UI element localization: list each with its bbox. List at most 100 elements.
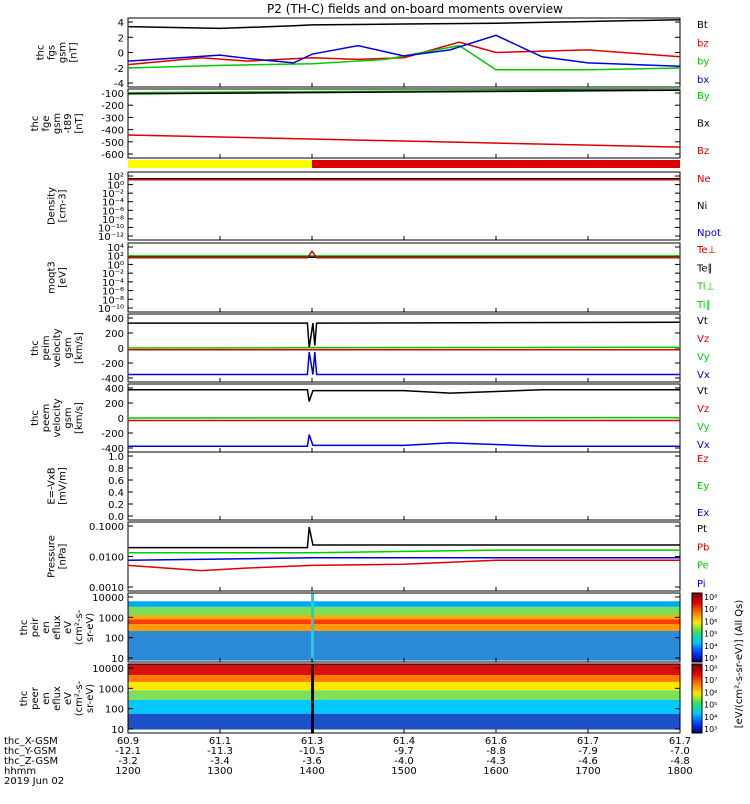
y-axis-label: thcfgegsm-t89[nT] bbox=[30, 113, 85, 134]
y-axis-label-line: gsm bbox=[58, 42, 69, 63]
y-axis-label-line: peir bbox=[30, 617, 41, 637]
y-axis-label-line: fgs bbox=[47, 45, 58, 60]
x-tick-label: 1600 bbox=[483, 766, 508, 777]
series-vx-line bbox=[128, 352, 680, 374]
legend-pe: Pe bbox=[697, 561, 709, 572]
series-bz-line bbox=[128, 42, 680, 65]
spectrogram-band bbox=[128, 601, 680, 607]
y-tick-label: 1000 bbox=[99, 613, 124, 624]
panel-10: 10000100010010thcpeerenefluxeV(cm²-s-sr-… bbox=[19, 664, 680, 736]
y-axis-label-line: eflux bbox=[52, 686, 63, 711]
legend-vx: Vx bbox=[697, 370, 710, 381]
x-row-label: 2019 Jun 02 bbox=[4, 776, 64, 787]
x-tick-label: 1200 bbox=[115, 766, 140, 777]
panel-frame bbox=[128, 452, 680, 520]
spectrogram-band bbox=[128, 615, 680, 619]
y-tick-label: -100 bbox=[101, 89, 124, 100]
y-tick-label: 0 bbox=[118, 414, 124, 425]
y-axis-label-line: gsm bbox=[52, 113, 63, 134]
y-axis-label-line: [km/s] bbox=[74, 402, 85, 434]
y-axis-label-line: moqt3 bbox=[47, 261, 58, 294]
y-axis-label-line: -t89 bbox=[63, 113, 74, 133]
series-vt-line bbox=[128, 322, 680, 348]
y-tick-label: 0 bbox=[118, 49, 124, 60]
panel-5: 4002000-200-400thcpeimvelocitygsm[km/s]V… bbox=[30, 314, 710, 385]
y-axis-label-line: eV bbox=[63, 692, 74, 705]
y-tick-label: -2 bbox=[114, 64, 124, 75]
y-axis-label: thcpeimvelocitygsm[km/s] bbox=[30, 328, 85, 367]
y-axis-label-line: [cm-3] bbox=[58, 189, 69, 222]
y-axis-label-line: gsm bbox=[63, 407, 74, 428]
y-axis-label-line: sr-eV) bbox=[85, 684, 96, 713]
series-pt-line bbox=[128, 527, 680, 548]
y-axis-label-line: (cm²-s- bbox=[74, 609, 85, 645]
legend-ti∥: Ti∥ bbox=[696, 300, 711, 311]
colorbar bbox=[692, 664, 702, 733]
spectrogram-band bbox=[128, 700, 680, 714]
y-axis-label-line: Pressure bbox=[47, 535, 58, 578]
y-axis-label-line: [eV] bbox=[58, 267, 69, 288]
legend-ex: Ex bbox=[697, 508, 709, 519]
y-tick-label: 100 bbox=[105, 705, 124, 716]
series-vy-line bbox=[128, 347, 680, 348]
colorbar-tick-label: 10⁵ bbox=[704, 630, 717, 639]
legend-bz: Bz bbox=[697, 146, 709, 157]
y-axis-label-line: peem bbox=[41, 404, 52, 432]
y-tick-label: 1000 bbox=[99, 684, 124, 695]
y-axis-label-line: eV bbox=[63, 621, 74, 634]
y-tick-label: 0.1000 bbox=[89, 522, 124, 533]
mode-bar-slow bbox=[128, 160, 312, 168]
y-axis-label-line: thc bbox=[19, 691, 30, 707]
colorbar-tick-label: 10⁴ bbox=[704, 642, 717, 651]
colorbar-tick-label: 10⁷ bbox=[704, 605, 717, 614]
y-tick-label: -200 bbox=[101, 429, 124, 440]
y-axis-label-line: [mV/m] bbox=[58, 467, 69, 505]
colorbar-tick-label: 10⁴ bbox=[704, 713, 717, 722]
x-tick-label: 1300 bbox=[207, 766, 232, 777]
y-axis-label-line: velocity bbox=[52, 398, 63, 437]
series-vx-line bbox=[128, 435, 680, 447]
series-vt-line bbox=[128, 390, 680, 402]
y-tick-label: 200 bbox=[105, 399, 124, 410]
panel-frame bbox=[128, 243, 680, 312]
series-bt-line bbox=[128, 20, 680, 29]
spectrogram-gap bbox=[311, 593, 314, 662]
y-axis-label: moqt3[eV] bbox=[47, 261, 69, 294]
y-axis-label-line: en bbox=[41, 692, 52, 705]
colorbar-tick-label: 10⁸ bbox=[704, 593, 717, 602]
colorbar-tick-label: 10⁶ bbox=[704, 617, 717, 626]
colorbar-tick-label: 10⁷ bbox=[704, 676, 717, 685]
y-axis-label: thcfgsgsm[nT] bbox=[36, 42, 80, 63]
y-axis-label-line: [km/s] bbox=[74, 332, 85, 364]
y-axis-label-line: peer bbox=[30, 686, 41, 710]
y-axis-label-line: thc bbox=[30, 410, 41, 426]
y-axis-label-line: en bbox=[41, 621, 52, 634]
series-bz-line bbox=[128, 135, 680, 147]
y-axis-label-line: velocity bbox=[52, 328, 63, 367]
y-axis-label-line: eflux bbox=[52, 615, 63, 640]
y-tick-label: 2 bbox=[118, 33, 124, 44]
spectrogram-band bbox=[128, 690, 680, 700]
y-axis-label: E=-VxB[mV/m] bbox=[47, 467, 69, 505]
y-tick-label: -600 bbox=[101, 150, 124, 161]
legend-vx: Vx bbox=[697, 440, 710, 451]
y-axis-label: thcpeerenefluxeV(cm²-s-sr-eV) bbox=[19, 680, 96, 716]
mode-bar-fast bbox=[312, 160, 680, 168]
y-axis-label: Density[cm-3] bbox=[47, 187, 69, 225]
y-tick-label: 10 bbox=[111, 725, 124, 736]
legend-vt: Vt bbox=[697, 316, 708, 327]
y-tick-label: -200 bbox=[101, 359, 124, 370]
y-axis-label-line: [nT] bbox=[69, 42, 80, 62]
spectrogram-band bbox=[128, 714, 680, 730]
y-axis-label-line: [nPa] bbox=[58, 543, 69, 569]
legend-vz: Vz bbox=[697, 334, 709, 345]
y-tick-label: 0.6 bbox=[108, 476, 124, 487]
legend-te⊥: Te⊥ bbox=[696, 245, 716, 256]
y-axis-label-line: fge bbox=[41, 115, 52, 131]
panel-6: 4002000-200-400thcpeemvelocitygsm[km/s]V… bbox=[30, 384, 710, 455]
y-tick-label: 0.4 bbox=[108, 488, 124, 499]
